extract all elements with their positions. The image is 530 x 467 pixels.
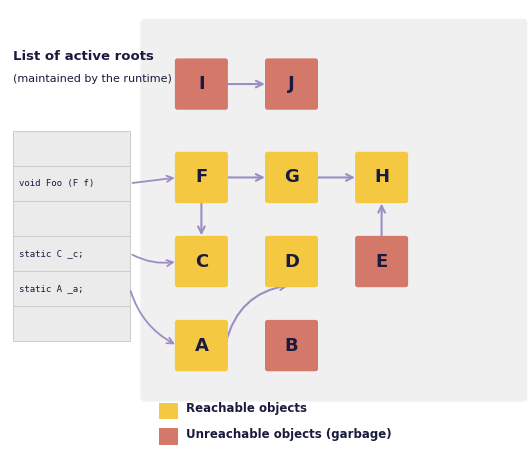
FancyBboxPatch shape — [355, 152, 408, 203]
Text: D: D — [284, 253, 299, 270]
Text: F: F — [195, 169, 208, 186]
FancyBboxPatch shape — [13, 201, 130, 236]
Text: E: E — [375, 253, 388, 270]
FancyBboxPatch shape — [140, 19, 527, 402]
FancyBboxPatch shape — [355, 236, 408, 287]
Text: Reachable objects: Reachable objects — [186, 402, 306, 415]
FancyBboxPatch shape — [175, 320, 228, 371]
FancyBboxPatch shape — [265, 320, 318, 371]
Text: Unreachable objects (garbage): Unreachable objects (garbage) — [186, 428, 391, 440]
Text: H: H — [374, 169, 389, 186]
Text: static C _c;: static C _c; — [19, 249, 83, 258]
Text: A: A — [195, 337, 208, 354]
FancyBboxPatch shape — [13, 306, 130, 341]
Text: I: I — [198, 75, 205, 93]
Text: B: B — [285, 337, 298, 354]
FancyBboxPatch shape — [265, 236, 318, 287]
Text: (maintained by the runtime): (maintained by the runtime) — [13, 74, 172, 85]
Text: void Foo (F f): void Foo (F f) — [19, 179, 94, 188]
FancyBboxPatch shape — [265, 58, 318, 110]
FancyBboxPatch shape — [13, 236, 130, 271]
FancyBboxPatch shape — [175, 58, 228, 110]
FancyBboxPatch shape — [175, 236, 228, 287]
Text: List of active roots: List of active roots — [13, 50, 154, 63]
FancyBboxPatch shape — [13, 131, 130, 166]
FancyBboxPatch shape — [13, 271, 130, 306]
FancyBboxPatch shape — [13, 166, 130, 201]
FancyBboxPatch shape — [159, 429, 178, 445]
Text: static A _a;: static A _a; — [19, 284, 83, 293]
Text: J: J — [288, 75, 295, 93]
FancyBboxPatch shape — [159, 403, 178, 419]
Text: C: C — [195, 253, 208, 270]
FancyBboxPatch shape — [175, 152, 228, 203]
FancyBboxPatch shape — [265, 152, 318, 203]
Text: G: G — [284, 169, 299, 186]
